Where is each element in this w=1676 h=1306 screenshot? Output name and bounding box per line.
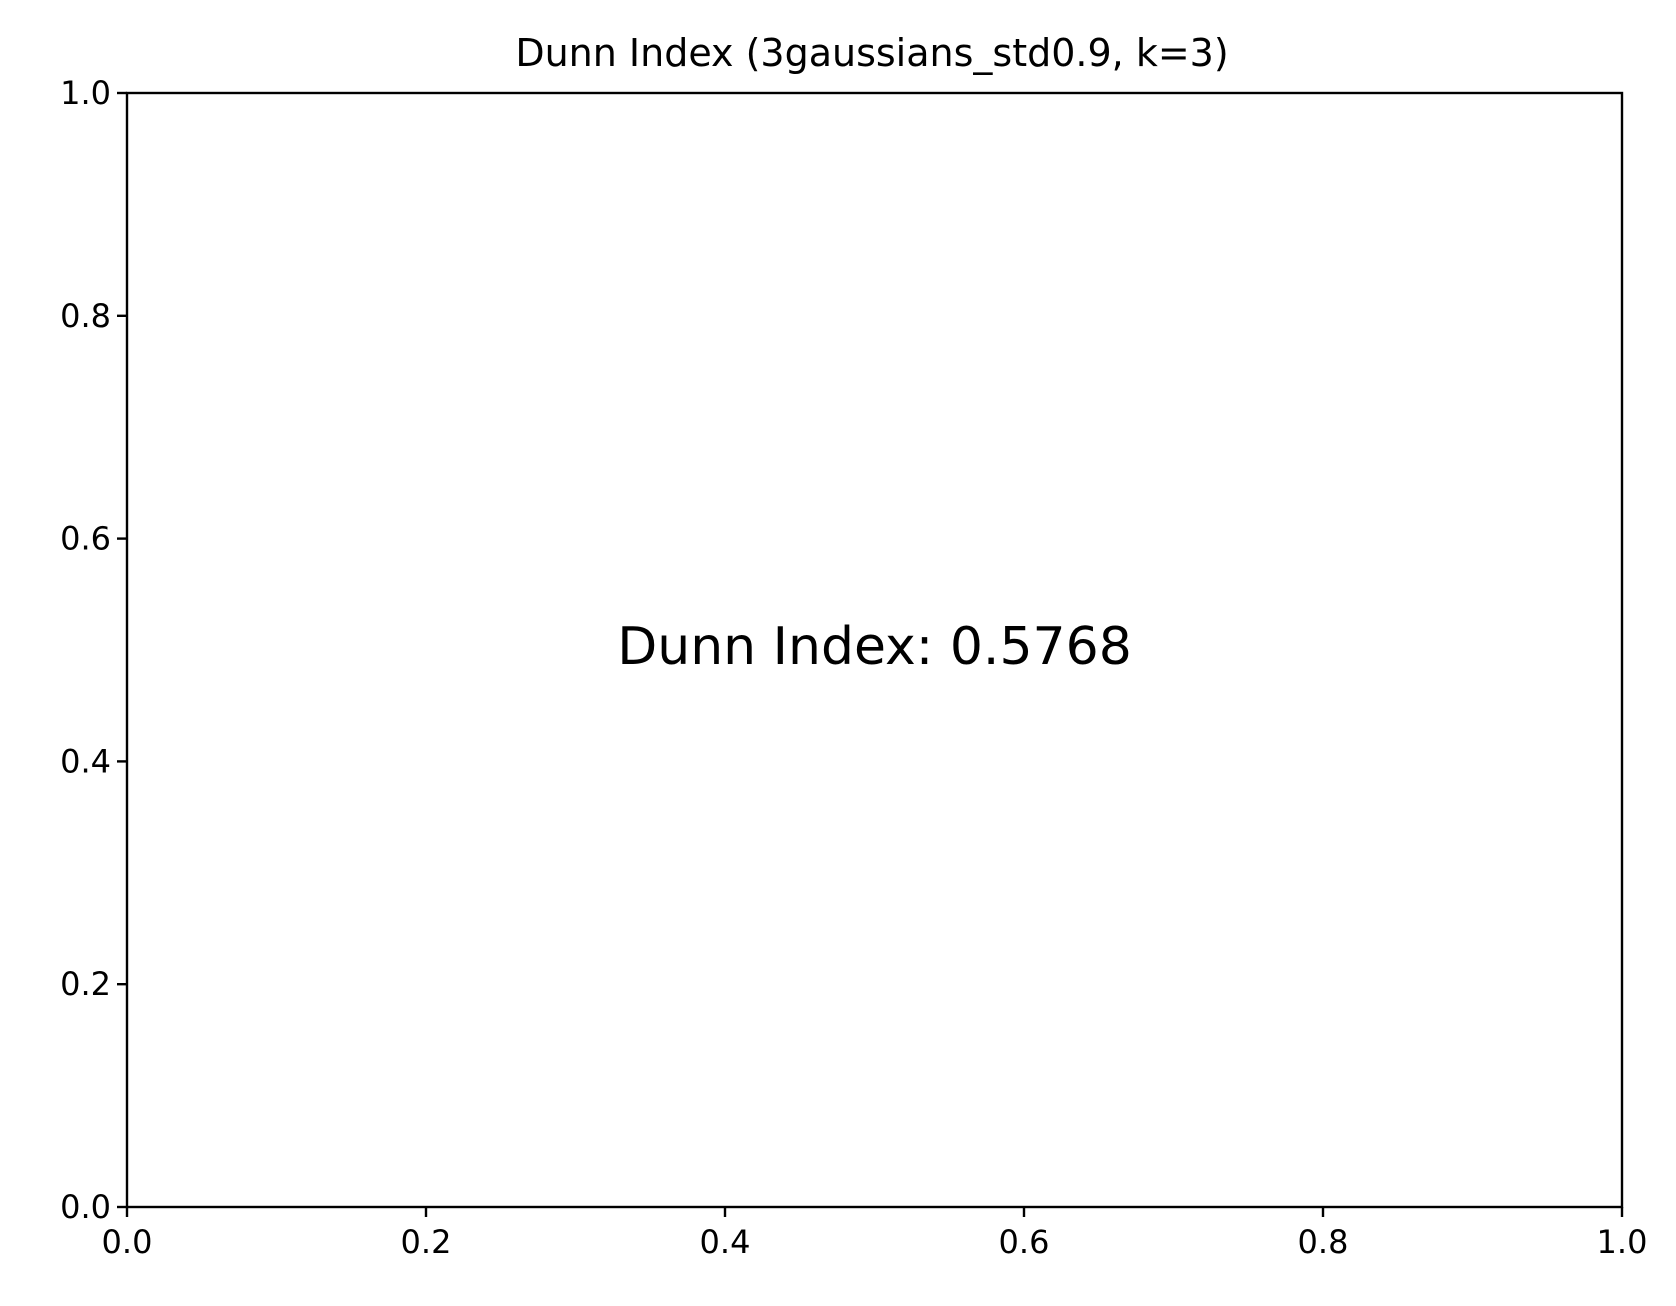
x-tick-label: 0.4	[700, 1223, 751, 1261]
x-tick-label: 1.0	[1597, 1223, 1648, 1261]
x-tick-label: 0.6	[999, 1223, 1050, 1261]
y-tick-label: 0.0	[60, 1188, 111, 1226]
y-tick-label: 0.6	[60, 520, 111, 558]
y-tick-label: 0.2	[60, 965, 111, 1003]
x-tick-label: 0.8	[1298, 1223, 1349, 1261]
y-axis: 0.0 0.2 0.4 0.6 0.8 1.0	[60, 74, 127, 1226]
x-tick-label: 0.2	[401, 1223, 452, 1261]
chart-title: Dunn Index (3gaussians_std0.9, k=3)	[515, 31, 1228, 75]
y-tick-label: 0.8	[60, 297, 111, 335]
annotations: Dunn Index: 0.5768	[617, 617, 1132, 677]
x-tick-label: 0.0	[102, 1223, 153, 1261]
y-tick-label: 1.0	[60, 74, 111, 112]
plot-area-frame	[125, 91, 1624, 1209]
x-axis: 0.0 0.2 0.4 0.6 0.8 1.0	[102, 1207, 1648, 1261]
dunn-index-annotation: Dunn Index: 0.5768	[617, 617, 1132, 677]
y-tick-label: 0.4	[60, 742, 111, 780]
